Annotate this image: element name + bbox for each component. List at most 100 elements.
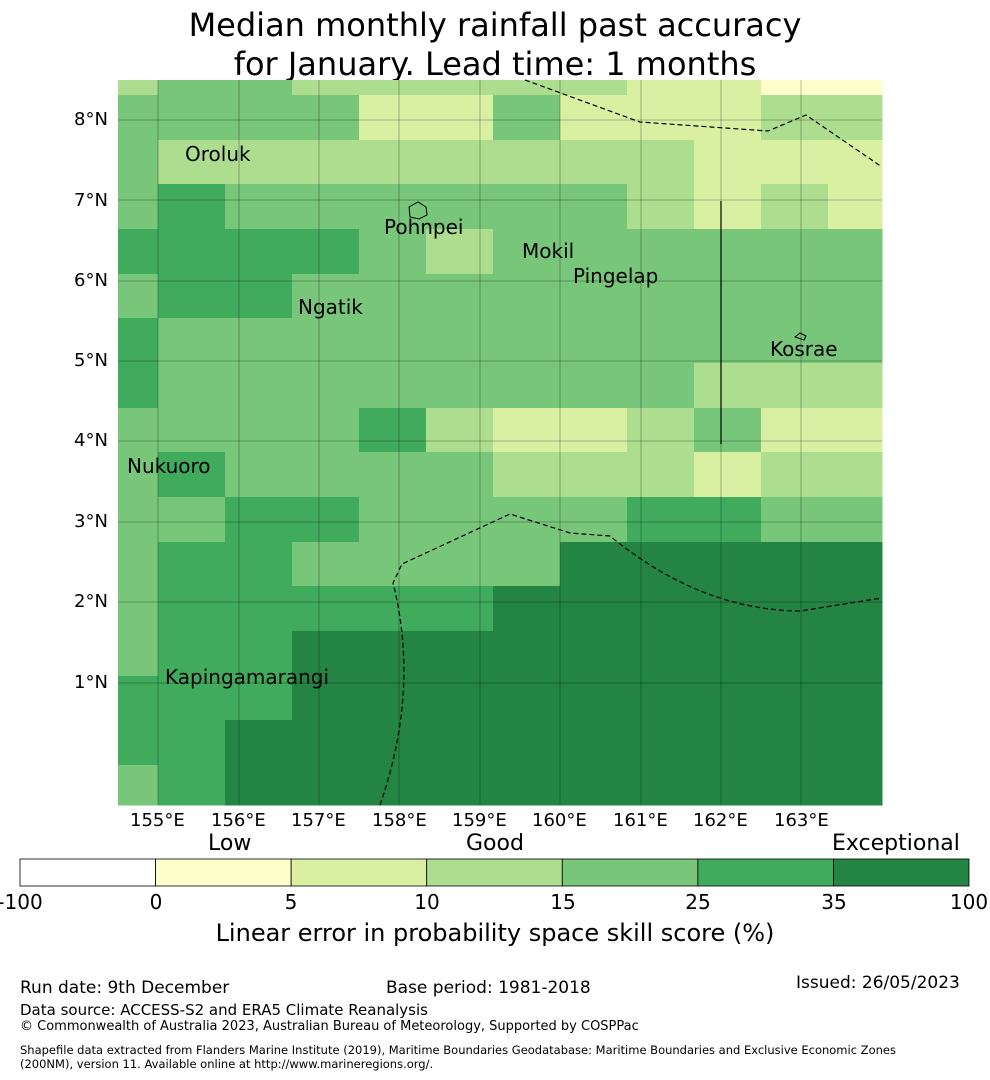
title-line-1: Median monthly rainfall past accuracy (188, 6, 802, 44)
colorbar-tick: 15 (550, 890, 576, 914)
skill-cell (292, 452, 360, 498)
colorbar-segment (155, 858, 292, 887)
lat-tick-label: 1°N (74, 672, 108, 693)
skill-cell (158, 765, 225, 805)
skill-cell (627, 363, 695, 409)
skill-cell (359, 363, 427, 409)
eez-boundaries (379, 79, 883, 806)
skill-cell (493, 229, 561, 275)
skill-cell (118, 408, 159, 453)
place-label-nukuoro: Nukuoro (127, 454, 211, 478)
skill-cell (493, 95, 561, 141)
skill-cell (694, 184, 761, 229)
skill-cell (359, 95, 426, 140)
lat-tick-label: 5°N (74, 350, 108, 371)
colorbar-segments (19, 858, 970, 887)
skill-cell (158, 631, 292, 676)
colorbar-tick: 25 (685, 890, 711, 914)
skill-cell (627, 408, 694, 452)
skill-cell (828, 229, 883, 275)
skill-cell (761, 229, 829, 275)
skill-cell (560, 184, 628, 230)
skill-cell (694, 452, 761, 497)
colorbar-tick: 5 (284, 890, 298, 914)
place-label-pohnpei: Pohnpei (384, 215, 464, 239)
skill-cell (426, 497, 494, 543)
skill-cell (828, 318, 883, 364)
skill-cell (694, 140, 882, 184)
skill-cell (292, 95, 360, 141)
colorbar-tick: 10 (414, 890, 440, 914)
skill-cell (118, 765, 158, 805)
colorbar-segment (697, 858, 834, 887)
skill-cell (426, 95, 494, 141)
skill-cell (158, 95, 226, 141)
skill-cell (158, 140, 426, 184)
skill-cell (493, 452, 694, 497)
skill-cell (761, 274, 829, 319)
shapefile-credit-line-2: (200NM), version 11. Available online at… (20, 1057, 434, 1071)
scale-word-good: Good (466, 831, 524, 856)
lon-tick-label: 155°E (130, 810, 185, 831)
skill-cell (694, 408, 761, 452)
lon-tick-label: 161°E (613, 810, 668, 831)
skill-cell (426, 408, 493, 452)
colorbar-segment (19, 858, 156, 887)
place-label-mokil: Mokil (522, 239, 575, 263)
scale-word-low: Low (208, 831, 252, 856)
island-outlines (408, 201, 807, 341)
skill-cell (627, 229, 695, 275)
skill-cell (158, 586, 493, 631)
skill-grid-cells (118, 80, 883, 806)
skill-cell (225, 184, 293, 230)
skill-cell (225, 95, 293, 141)
skill-cell (627, 318, 695, 364)
skill-cell (761, 452, 882, 497)
skill-cell (225, 497, 359, 542)
skill-cell (158, 363, 226, 409)
skill-cell (158, 452, 225, 497)
skill-cell (761, 318, 829, 364)
skill-cell (118, 80, 158, 95)
colorbar-segment (426, 858, 563, 887)
kosrae-island-shape (793, 332, 807, 341)
lon-tick-label: 156°E (211, 810, 266, 831)
skill-cell (225, 80, 293, 96)
colorbar-tick: 100 (949, 890, 989, 914)
skill-cell (158, 318, 226, 364)
lon-tick-label: 163°E (774, 810, 829, 831)
lon-tick-label: 159°E (452, 810, 507, 831)
skill-cell (426, 184, 494, 230)
colorbar-tick: -100 (0, 890, 43, 914)
skill-cell (158, 408, 226, 453)
skill-cell (118, 274, 159, 319)
skill-cell (761, 95, 882, 140)
skill-cell (158, 274, 292, 318)
skill-cell (627, 274, 695, 319)
shapefile-credit-line-1: Shapefile data extracted from Flanders M… (20, 1043, 896, 1057)
graticule (118, 80, 882, 805)
skill-cell (426, 363, 494, 409)
lon-tick-label: 160°E (532, 810, 587, 831)
scale-word-exceptional: Exceptional (832, 831, 960, 856)
skill-cell (761, 184, 828, 229)
title-line-2: for January. Lead time: 1 months (233, 45, 757, 83)
base-period: Base period: 1981-2018 (386, 978, 591, 998)
skill-cell (359, 184, 427, 230)
skill-cell (493, 363, 561, 409)
skill-cell (118, 452, 159, 498)
skill-cell (158, 80, 226, 96)
skill-cell (118, 229, 359, 274)
skill-cell (627, 80, 761, 95)
skill-cell (292, 363, 360, 409)
skill-cell (118, 497, 159, 543)
skill-cell (292, 80, 627, 95)
eez-boundary-north (524, 79, 883, 168)
skill-cell (560, 542, 882, 586)
skill-cell (627, 497, 761, 542)
colorbar-segment (561, 858, 699, 887)
lat-tick-label: 8°N (74, 109, 108, 130)
skill-cell (118, 676, 292, 720)
